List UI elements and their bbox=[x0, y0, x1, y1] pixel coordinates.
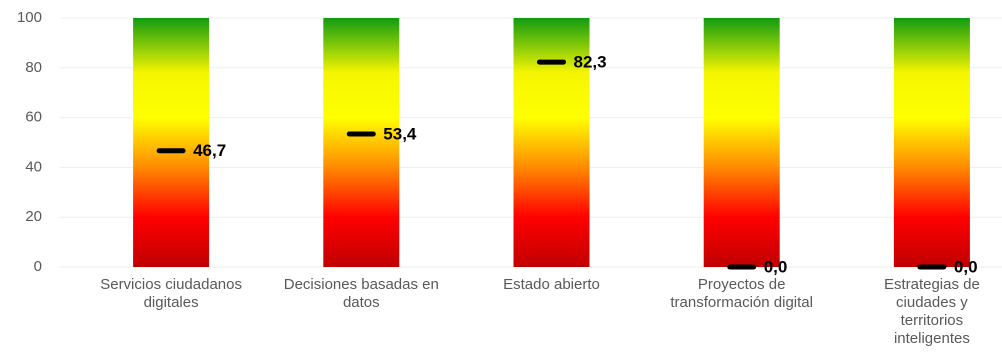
y-tick-label: 80 bbox=[25, 59, 42, 76]
x-tick-label: Servicios ciudadanos digitales bbox=[100, 276, 242, 311]
x-tick-label: Estado abierto bbox=[503, 276, 600, 293]
scale-bar bbox=[323, 18, 400, 267]
y-tick-label: 20 bbox=[25, 208, 42, 225]
data-label: 0,0 bbox=[764, 257, 788, 276]
y-tick-label: 100 bbox=[17, 9, 42, 26]
scale-bar bbox=[893, 18, 970, 267]
data-label: 82,3 bbox=[574, 53, 607, 72]
x-tick-label: Decisiones basadas en datos bbox=[283, 276, 439, 311]
scale-bar bbox=[703, 18, 780, 267]
scale-bar bbox=[513, 18, 590, 267]
y-tick-label: 0 bbox=[34, 258, 42, 275]
data-label: 0,0 bbox=[954, 257, 978, 276]
y-tick-label: 40 bbox=[25, 158, 42, 175]
x-tick-label: Proyectos de transformación digital bbox=[670, 276, 813, 311]
x-tick-label: Estrategias de ciudades y territorios in… bbox=[883, 276, 980, 347]
scale-bar bbox=[133, 18, 210, 267]
data-label: 53,4 bbox=[383, 125, 417, 144]
data-label: 46,7 bbox=[193, 141, 226, 160]
y-tick-label: 60 bbox=[25, 109, 42, 126]
